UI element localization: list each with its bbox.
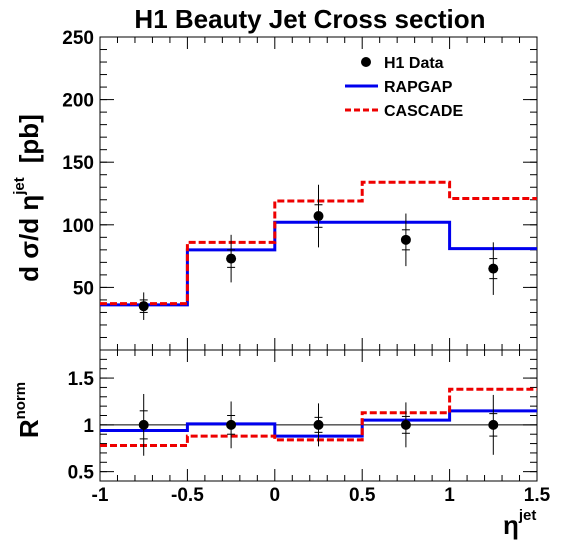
main-y-tick-label: 50	[73, 278, 94, 299]
svg-text:Rnorm: Rnorm	[12, 382, 44, 438]
main-data-point	[138, 301, 149, 312]
x-tick-label: 0	[270, 485, 281, 506]
main-y-tick-label: 250	[62, 28, 94, 49]
main-data-points	[138, 184, 499, 320]
legend: H1 Data RAPGAP CASCADE	[345, 55, 463, 120]
ratio-y-axis-label: Rnorm	[12, 382, 44, 438]
ratio-data-point	[313, 419, 324, 430]
legend-label-cascade: CASCADE	[384, 103, 463, 120]
main-y-axis-label: d σ/d ηjet [pb]	[11, 114, 44, 282]
ratio-data-points	[138, 393, 499, 456]
legend-label-data: H1 Data	[384, 55, 444, 72]
main-data-point	[313, 211, 324, 222]
x-tick-label: 1	[444, 485, 455, 506]
ratio-y-tick-labels: 0.5 1 1.5	[68, 369, 95, 484]
ratio-y-tick-label: 1	[83, 416, 94, 437]
ratio-panel: 0.5 1 1.5 -1 -0.5 0 0.5 1 1.5 Rnorm ηjet	[12, 349, 551, 540]
x-tick-label: -0.5	[171, 485, 204, 506]
ratio-data-point	[138, 419, 149, 430]
svg-text:ηjet: ηjet	[503, 507, 536, 540]
ratio-ylabel-sup: norm	[12, 382, 29, 420]
ratio-ylabel-text: R	[14, 419, 44, 438]
svg-text:d σ/d ηjet[pb]: d σ/d ηjet [pb]	[11, 114, 44, 282]
ratio-data-point	[400, 419, 411, 430]
x-tick-label: 1.5	[524, 485, 551, 506]
main-y-tick-labels: 50 100 150 200 250	[62, 28, 94, 299]
ratio-y-tick-label: 1.5	[68, 369, 95, 390]
main-data-point	[400, 234, 411, 245]
main-y-tick-label: 100	[62, 216, 94, 237]
legend-label-rapgap: RAPGAP	[384, 79, 453, 96]
main-ylabel-unit: [pb]	[14, 114, 44, 163]
legend-marker-data	[361, 57, 371, 67]
x-axis-label: ηjet	[503, 507, 536, 540]
main-ylabel-text: d σ/d η	[14, 195, 44, 282]
ratio-y-tick-label: 0.5	[68, 463, 95, 484]
chart-title: H1 Beauty Jet Cross section	[134, 4, 485, 34]
main-ylabel-sup: jet	[11, 177, 28, 196]
xlabel-text: η	[503, 510, 519, 540]
xlabel-sup: jet	[518, 507, 537, 524]
main-y-tick-label: 200	[62, 91, 94, 112]
main-data-point	[488, 263, 499, 274]
x-tick-label: 0.5	[349, 485, 376, 506]
ratio-data-point	[226, 419, 237, 430]
main-panel: 50 100 150 200 250 d σ/d ηjet [pb] H1 Data RA…	[11, 28, 538, 351]
ratio-data-point	[488, 419, 499, 430]
x-tick-labels: -1 -0.5 0 0.5 1 1.5	[92, 485, 551, 506]
main-y-tick-label: 150	[62, 153, 94, 174]
main-data-point	[226, 253, 237, 264]
x-tick-label: -1	[92, 485, 109, 506]
